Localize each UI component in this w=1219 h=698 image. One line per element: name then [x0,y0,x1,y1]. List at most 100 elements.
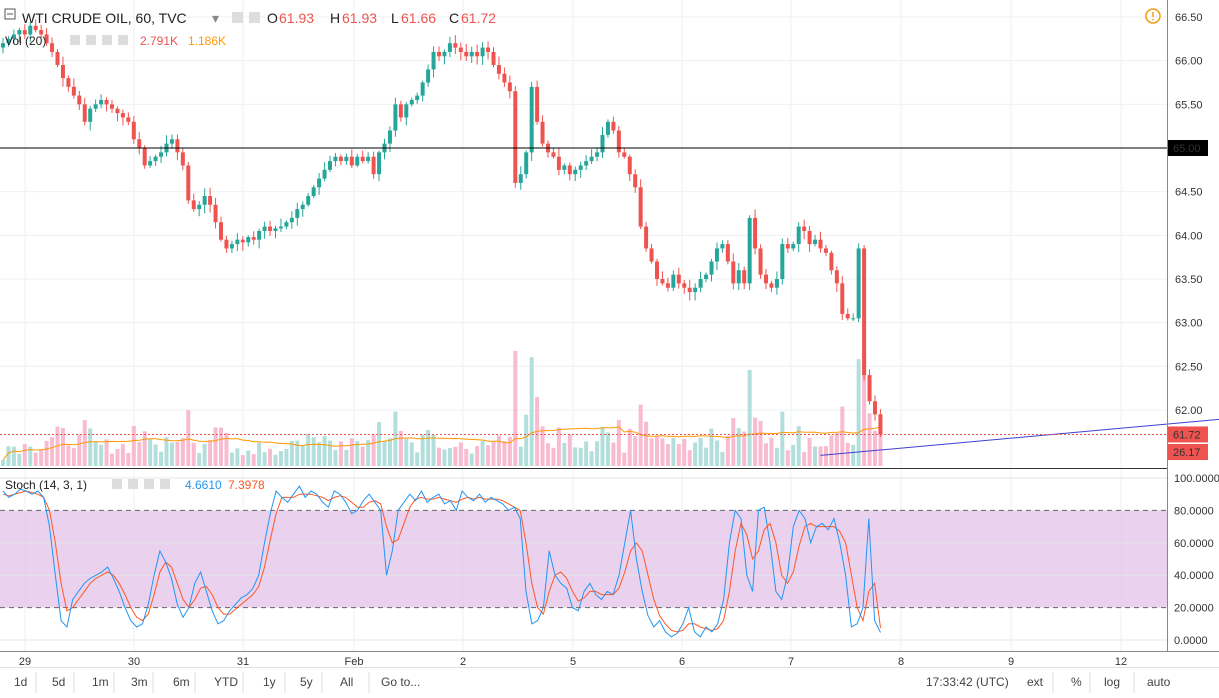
range-button-6m[interactable]: 6m [173,675,190,689]
volume-bar [665,444,670,466]
candle-body [682,283,687,288]
chevron-down-icon[interactable]: ▾ [212,10,219,26]
candle-body [753,217,758,249]
candle-body [120,113,125,118]
volume-bar [720,451,725,466]
candle-body [562,165,567,170]
plus-icon[interactable] [102,35,112,45]
candle-body [578,165,583,170]
range-button-5y[interactable]: 5y [300,675,313,689]
goto-button[interactable]: Go to... [381,675,420,689]
candle-body [469,51,474,57]
settings-icon[interactable] [128,479,138,489]
time-tick-label: 2 [460,656,466,668]
time-tick-label: 6 [679,656,685,668]
volume-bar [791,444,796,466]
candle-body [159,152,164,157]
range-button-1m[interactable]: 1m [92,675,109,689]
volume-bar [851,444,856,466]
auto-button[interactable]: auto [1147,675,1171,689]
candle-body [660,279,665,284]
stoch-axis[interactable]: 100.0000 80.0000 60.0000 40.0000 20.0000 0.00… [1174,473,1219,647]
volume-bar [240,455,245,466]
candle-body [131,121,136,140]
candle-body [311,187,316,197]
close-icon[interactable] [118,35,128,45]
volume-bar [840,406,845,466]
volume-bar [502,441,507,466]
candle-body [268,226,273,231]
eye-icon[interactable] [232,12,243,23]
volume-bar [573,447,578,466]
volume-bar [93,441,98,466]
ext-button[interactable]: ext [1027,675,1044,689]
candle-body [420,82,425,96]
range-button-5d[interactable]: 5d [52,675,65,689]
candle-body [551,152,556,157]
alert-icon[interactable] [1145,8,1161,24]
percent-button[interactable]: % [1071,675,1082,689]
volume-bar [540,426,545,466]
range-button-3m[interactable]: 3m [131,675,148,689]
volume-bar [491,441,496,466]
volume-bar [464,448,469,466]
price-tick-label: 64.00 [1175,230,1203,242]
volume-bar [469,453,474,466]
candle-body [229,244,234,249]
price-tick-label: 63.50 [1175,274,1203,286]
candle-body [725,244,730,262]
candle-body [22,30,27,35]
candle-body [191,200,196,210]
candle-body [447,43,452,52]
candle-body [77,95,82,105]
volume-bar [344,449,349,466]
candle-body [338,156,343,162]
candle-body [878,414,883,435]
range-button-all[interactable]: All [340,675,353,689]
settings-icon[interactable] [249,12,260,23]
candle-body [333,156,338,162]
candle-body [142,148,147,166]
volume-bar [785,450,790,466]
time-tick-label: 12 [1115,656,1127,668]
price-axis[interactable]: 66.50 66.00 65.50 65.00 64.50 64.00 63.50 63.00… [1175,12,1203,417]
settings-icon[interactable] [86,35,96,45]
volume-ma-line [2,426,881,461]
volume-bar [524,414,529,466]
volume-bar [82,420,87,466]
volume-bar [513,351,518,466]
volume-bar [99,444,104,466]
log-button[interactable]: log [1104,675,1120,689]
svg-text:61.93: 61.93 [342,10,377,26]
price-tick-label: 62.00 [1175,405,1203,417]
time-axis[interactable]: 29 30 31 Feb 2 5 6 7 8 9 12 [19,656,1127,668]
eye-icon[interactable] [70,35,80,45]
range-button-ytd[interactable]: YTD [214,675,238,689]
candle-body [175,139,180,153]
volume-bar [137,442,142,466]
volume-bar [747,369,752,466]
eye-icon[interactable] [112,479,122,489]
candle-body [11,34,16,39]
volume-bar [829,435,834,466]
volume-bar [458,442,463,466]
close-icon[interactable] [160,479,170,489]
volume-bar [382,441,387,466]
candle-body [845,313,850,319]
candle-body [257,230,262,240]
candle-body [491,51,496,66]
volume-bar [355,441,360,466]
svg-text:4.6610: 4.6610 [185,478,222,492]
range-button-1d[interactable]: 1d [14,675,27,689]
volume-bars [1,351,883,466]
range-button-1y[interactable]: 1y [263,675,276,689]
volume-bar [251,454,256,466]
candle-body [60,65,65,79]
candle-body [611,121,616,131]
trend-line[interactable] [820,417,1219,456]
plus-icon[interactable] [144,479,154,489]
candle-body [736,270,741,284]
volume-bar [371,434,376,466]
svg-text:61.72: 61.72 [1173,429,1201,441]
